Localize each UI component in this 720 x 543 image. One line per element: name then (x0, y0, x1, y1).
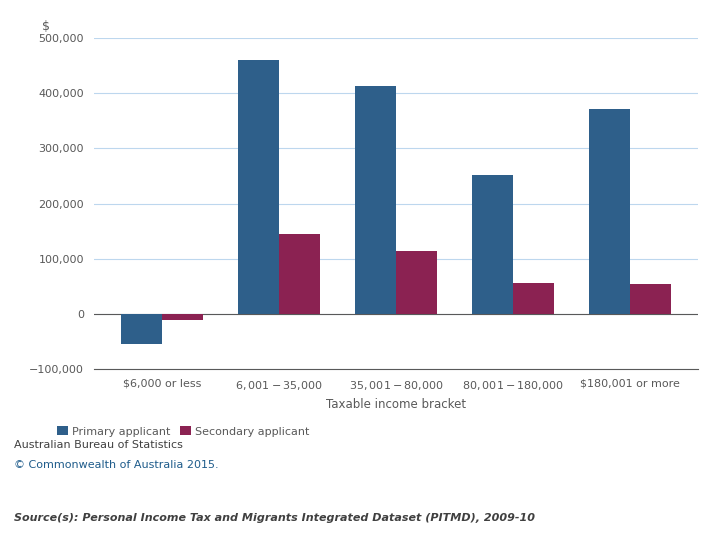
Bar (121, 314, 162, 344)
Bar (472, 175, 513, 314)
Bar (396, 250, 437, 314)
Bar (238, 60, 279, 314)
Text: © Commonwealth of Australia 2015.: © Commonwealth of Australia 2015. (14, 460, 219, 470)
Bar (630, 283, 671, 314)
Bar (279, 234, 320, 314)
Bar (162, 314, 203, 319)
X-axis label: Taxable income bracket: Taxable income bracket (326, 397, 466, 411)
Text: $: $ (42, 20, 50, 33)
Text: Australian Bureau of Statistics: Australian Bureau of Statistics (14, 440, 184, 450)
Bar (589, 109, 630, 314)
Bar (355, 86, 396, 314)
Text: Source(s): Personal Income Tax and Migrants Integrated Dataset (PITMD), 2009-10: Source(s): Personal Income Tax and Migra… (14, 513, 536, 523)
Bar (513, 282, 554, 314)
Legend: Primary applicant, Secondary applicant: Primary applicant, Secondary applicant (57, 426, 310, 437)
